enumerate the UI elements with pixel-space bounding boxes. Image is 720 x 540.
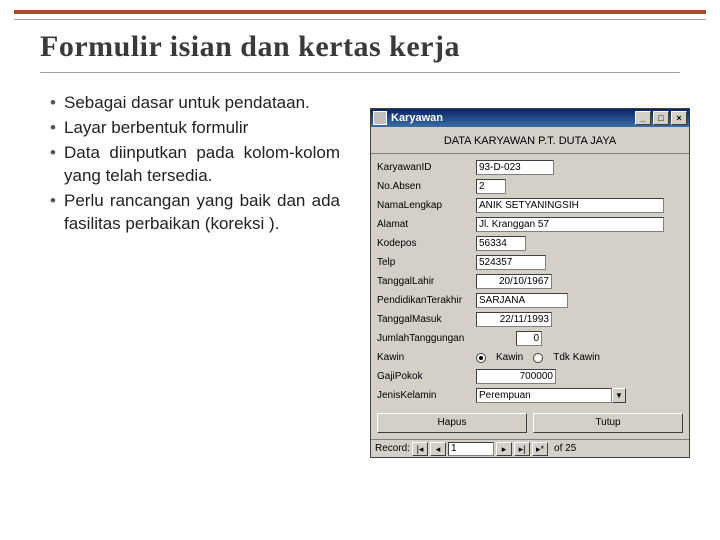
chevron-down-icon[interactable]: ▼ xyxy=(612,388,626,403)
tutup-button[interactable]: Tutup xyxy=(533,413,683,433)
radio-tdkkawin[interactable] xyxy=(533,353,543,363)
maximize-button[interactable]: □ xyxy=(653,111,669,125)
input-kodepos[interactable]: 56334 xyxy=(476,236,526,251)
input-tglmasuk[interactable]: 22/11/1993 xyxy=(476,312,552,327)
nav-next-icon[interactable]: ▸ xyxy=(496,442,512,456)
label-kodepos: Kodepos xyxy=(377,238,472,249)
bullet-item: Layar berbentuk formulir xyxy=(50,117,340,140)
slide-accent-bar xyxy=(14,10,706,20)
recnav-value[interactable]: 1 xyxy=(448,442,494,456)
bullet-item: Sebagai dasar untuk pendataan. xyxy=(50,92,340,115)
label-jk: JenisKelamin xyxy=(377,390,472,401)
close-button[interactable]: × xyxy=(671,111,687,125)
label-alamat: Alamat xyxy=(377,219,472,230)
combo-jk[interactable]: Perempuan ▼ xyxy=(476,388,626,403)
minimize-button[interactable]: _ xyxy=(635,111,651,125)
input-noabsen[interactable]: 2 xyxy=(476,179,506,194)
input-pendidikan[interactable]: SARJANA xyxy=(476,293,568,308)
hapus-button[interactable]: Hapus xyxy=(377,413,527,433)
radio-group-kawin: Kawin Tdk Kawin xyxy=(476,352,600,363)
label-tgllahir: TanggalLahir xyxy=(377,276,472,287)
label-karyawanid: KaryawanID xyxy=(377,162,472,173)
bullet-item: Perlu rancangan yang baik dan ada fasili… xyxy=(50,190,340,236)
slide-title: Formulir isian dan kertas kerja xyxy=(40,30,460,64)
label-tanggungan: JumlahTanggungan xyxy=(377,333,472,344)
nav-first-icon[interactable]: |◂ xyxy=(412,442,428,456)
combo-jk-value: Perempuan xyxy=(476,388,612,403)
nav-last-icon[interactable]: ▸| xyxy=(514,442,530,456)
input-alamat[interactable]: Jl. Kranggan 57 xyxy=(476,217,664,232)
radio-kawin[interactable] xyxy=(476,353,486,363)
bullet-list: Sebagai dasar untuk pendataan. Layar ber… xyxy=(50,92,340,238)
label-noabsen: No.Absen xyxy=(377,181,472,192)
titlebar[interactable]: Karyawan _ □ × xyxy=(371,109,689,127)
input-gaji[interactable]: 700000 xyxy=(476,369,556,384)
radio-kawin-label: Kawin xyxy=(496,352,523,363)
recnav-of: of 25 xyxy=(554,443,576,454)
label-kawin: Kawin xyxy=(377,352,472,363)
app-icon xyxy=(373,111,387,125)
nav-new-icon[interactable]: ▸* xyxy=(532,442,548,456)
record-navigator: Record: |◂ ◂ 1 ▸ ▸| ▸* of 25 xyxy=(371,439,689,457)
form-header: DATA KARYAWAN P.T. DUTA JAYA xyxy=(371,127,689,153)
input-telp[interactable]: 524357 xyxy=(476,255,546,270)
nav-prev-icon[interactable]: ◂ xyxy=(430,442,446,456)
form-body: KaryawanID 93-D-023 No.Absen 2 NamaLengkap… xyxy=(371,153,689,407)
label-gaji: GajiPokok xyxy=(377,371,472,382)
karyawan-window: Karyawan _ □ × DATA KARYAWAN P.T. DUTA J… xyxy=(370,108,690,458)
input-karyawanid[interactable]: 93-D-023 xyxy=(476,160,554,175)
input-tanggungan[interactable]: 0 xyxy=(516,331,542,346)
label-tglmasuk: TanggalMasuk xyxy=(377,314,472,325)
radio-tdkkawin-label: Tdk Kawin xyxy=(553,352,600,363)
recnav-label: Record: xyxy=(375,443,410,454)
title-underline xyxy=(40,72,680,73)
window-title: Karyawan xyxy=(391,112,635,124)
label-nama: NamaLengkap xyxy=(377,200,472,211)
bullet-item: Data diinputkan pada kolom-kolom yang te… xyxy=(50,142,340,188)
input-tgllahir[interactable]: 20/10/1967 xyxy=(476,274,552,289)
label-telp: Telp xyxy=(377,257,472,268)
label-pendidikan: PendidikanTerakhir xyxy=(377,295,472,306)
input-nama[interactable]: ANIK SETYANINGSIH xyxy=(476,198,664,213)
